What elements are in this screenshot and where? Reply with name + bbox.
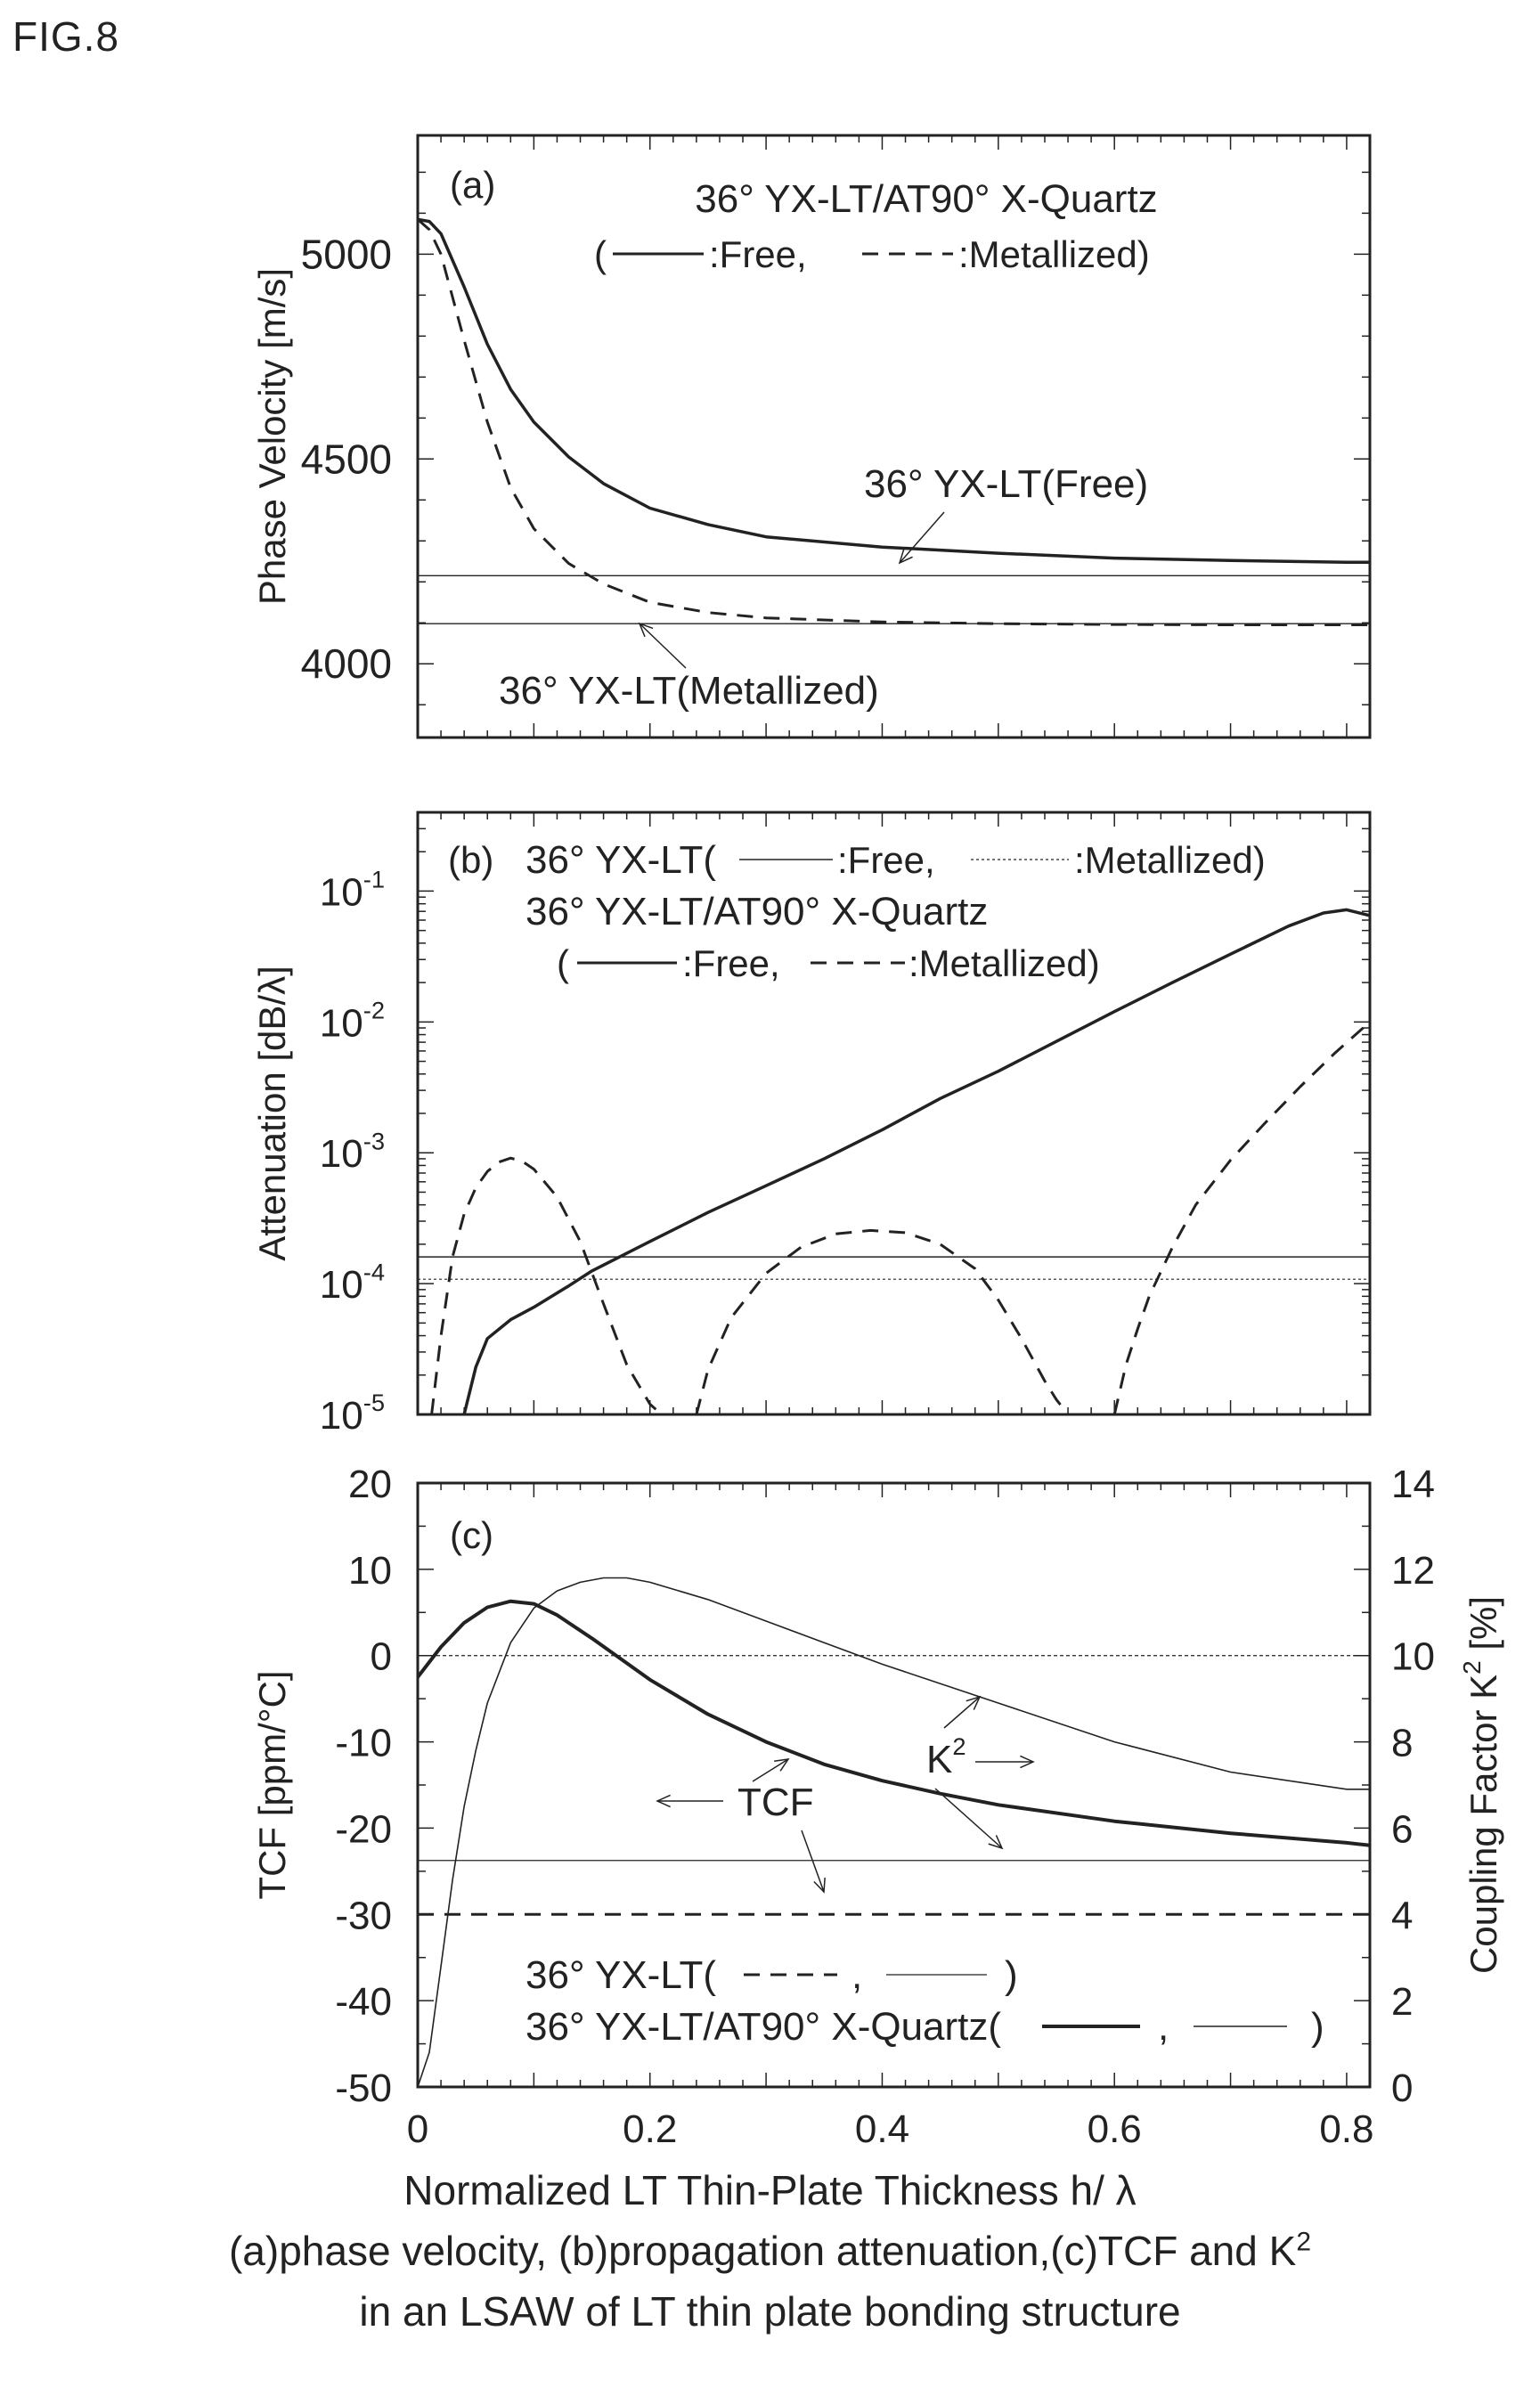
y-tick-label: 10-2 xyxy=(320,997,385,1046)
legend-sep: , xyxy=(1158,2005,1169,2049)
annotation-k2-arrow-curve xyxy=(943,1695,982,1729)
series-metallized xyxy=(417,218,1370,626)
annotation-tcf-arrow-curve xyxy=(752,1758,790,1782)
annotation-k2-arrow-right xyxy=(975,1755,1035,1769)
legend-paren: ( xyxy=(557,942,569,984)
legend-ref-free-label: :Free, xyxy=(837,839,935,881)
y-tick-label: 10-3 xyxy=(320,1127,385,1176)
reference-arrow-metallized-head xyxy=(638,622,654,638)
annotation-k2: K2 xyxy=(926,1732,966,1781)
y-left-tick-label: -30 xyxy=(335,1894,392,1937)
annotation-tcf-arrow-curve-shaft xyxy=(752,1758,789,1782)
annotation-tcf-arrow-ref-head xyxy=(813,1877,826,1894)
x-tick-label: 0.2 xyxy=(623,2107,677,2151)
reference-arrow-metallized xyxy=(638,622,687,669)
y-right-tick-label: 6 xyxy=(1391,1807,1413,1851)
legend-paren: ( xyxy=(594,233,607,275)
caption-line-2-text: (a)phase velocity, (b)propagation attenu… xyxy=(228,2228,1297,2274)
panel-label: (a) xyxy=(450,164,495,206)
y-right-tick-label: 2 xyxy=(1391,1980,1413,2024)
caption-line-2: (a)phase velocity, (b)propagation attenu… xyxy=(0,2227,1540,2275)
legend-free-label: :Free, xyxy=(709,233,807,275)
series-k2 xyxy=(417,1577,1370,2088)
y-right-tick-label: 10 xyxy=(1391,1635,1435,1679)
y-right-tick-label: 8 xyxy=(1391,1722,1413,1765)
legend-line2-prefix: 36° YX-LT/AT90° X-Quartz( xyxy=(526,2005,1001,2049)
series-free xyxy=(462,908,1371,1415)
annotation-k2-arrow-ref-head xyxy=(988,1835,1004,1850)
x-tick-label: 0 xyxy=(407,2107,428,2151)
y-right-tick-label: 0 xyxy=(1391,2066,1413,2110)
series-metallized-lobe-2 xyxy=(695,1228,1070,1415)
legend-metallized-label: :Metallized) xyxy=(909,942,1100,984)
y-left-tick-label: -10 xyxy=(335,1722,392,1765)
y-axis-label: Phase Velocity [m/s] xyxy=(251,268,293,605)
plot-frame xyxy=(416,134,1372,739)
y-left-tick-label: -40 xyxy=(335,1980,392,2024)
caption-line-2-sup: 2 xyxy=(1296,2227,1311,2257)
y-left-axis-label: TCF [ppm/°C] xyxy=(251,1670,293,1899)
series-tcf xyxy=(416,1599,1371,1847)
y-left-tick-label: 20 xyxy=(348,1463,392,1506)
annotation-tcf-arrow-ref xyxy=(801,1830,826,1894)
annotation-tcf-arrow-ref-shaft xyxy=(801,1830,825,1893)
series-metallized-lobe-1 xyxy=(430,1156,663,1416)
y-right-tick-label: 14 xyxy=(1391,1463,1435,1506)
y-left-tick-label: 10 xyxy=(348,1549,392,1593)
legend-sep: , xyxy=(851,1953,862,1997)
y-tick-label: 5000 xyxy=(301,231,392,277)
legend-line1-prefix: 36° YX-LT( xyxy=(526,1953,716,1997)
caption-line-3: in an LSAW of LT thin plate bonding stru… xyxy=(359,2288,1181,2335)
y-right-axis-label: Coupling Factor K2 [%] xyxy=(1458,1596,1504,1974)
y-left-tick-label: -50 xyxy=(335,2066,392,2110)
y-left-tick-label: -20 xyxy=(335,1807,392,1851)
y-tick-label: 10-1 xyxy=(320,866,385,915)
legend-line2: 36° YX-LT/AT90° X-Quartz xyxy=(526,890,988,933)
annotation-k2-arrow-right-head xyxy=(1020,1755,1035,1769)
y-tick-label: 10-5 xyxy=(320,1389,385,1438)
y-axis-label: Attenuation [dB/λ] xyxy=(251,966,293,1261)
panel-label: (b) xyxy=(448,839,493,881)
annotation-k2-arrow-curve-shaft xyxy=(943,1696,981,1729)
y-tick-label: 4500 xyxy=(301,436,392,482)
x-axis-title: Normalized LT Thin-Plate Thickness h/ λ xyxy=(403,2167,1137,2213)
reference-arrow-free-shaft xyxy=(899,511,945,564)
reference-label-free: 36° YX-LT(Free) xyxy=(864,462,1148,506)
y-right-tick-label: 4 xyxy=(1391,1894,1413,1937)
legend-close: ) xyxy=(1005,1953,1018,1997)
annotation-k2-arrow-ref xyxy=(934,1788,1004,1850)
reference-label-metallized: 36° YX-LT(Metallized) xyxy=(499,669,879,713)
annotation-tcf-arrow-left-head xyxy=(656,1794,671,1808)
panel-label: (c) xyxy=(450,1514,493,1556)
y-left-tick-label: 0 xyxy=(371,1635,392,1679)
y-right-tick-label: 12 xyxy=(1391,1549,1435,1593)
panel-c: -50 -40 -30 -20 -10 0 10 20 0 2 4 6 8 10 12 14 0 0.2 0.4 0.… xyxy=(251,1463,1504,2151)
reference-arrow-free-head xyxy=(898,549,913,565)
legend-free-label: :Free, xyxy=(682,942,780,984)
panel-b: 10-5 10-4 10-3 10-2 10-1 Attenuation [dB/λ] (b… xyxy=(251,811,1372,1438)
annotation-tcf: TCF xyxy=(737,1781,814,1824)
legend-line1-prefix: 36° YX-LT( xyxy=(526,838,716,882)
annotation-k2-arrow-curve-head xyxy=(966,1695,982,1710)
legend-metallized-label: :Metallized) xyxy=(958,233,1150,275)
series-metallized-lobe-3 xyxy=(1112,1021,1371,1415)
x-tick-label: 0.4 xyxy=(855,2107,909,2151)
y-tick-label: 4000 xyxy=(301,640,392,687)
figure-label: FIG.8 xyxy=(12,13,120,60)
series-free xyxy=(417,217,1370,564)
x-tick-label: 0.6 xyxy=(1088,2107,1142,2151)
reference-arrow-free xyxy=(898,511,945,565)
x-tick-label: 0.8 xyxy=(1319,2107,1373,2151)
y-tick-label: 10-4 xyxy=(320,1258,385,1307)
reference-arrow-metallized-shaft xyxy=(639,623,687,669)
annotation-tcf-arrow-curve-head xyxy=(774,1758,790,1772)
panel-title: 36° YX-LT/AT90° X-Quartz xyxy=(695,177,1157,221)
legend-close: ) xyxy=(1311,2005,1324,2049)
legend-ref-metallized-label: :Metallized) xyxy=(1074,839,1266,881)
annotation-tcf-arrow-left xyxy=(656,1794,723,1808)
annotation-k2-arrow-ref-shaft xyxy=(934,1788,1003,1849)
